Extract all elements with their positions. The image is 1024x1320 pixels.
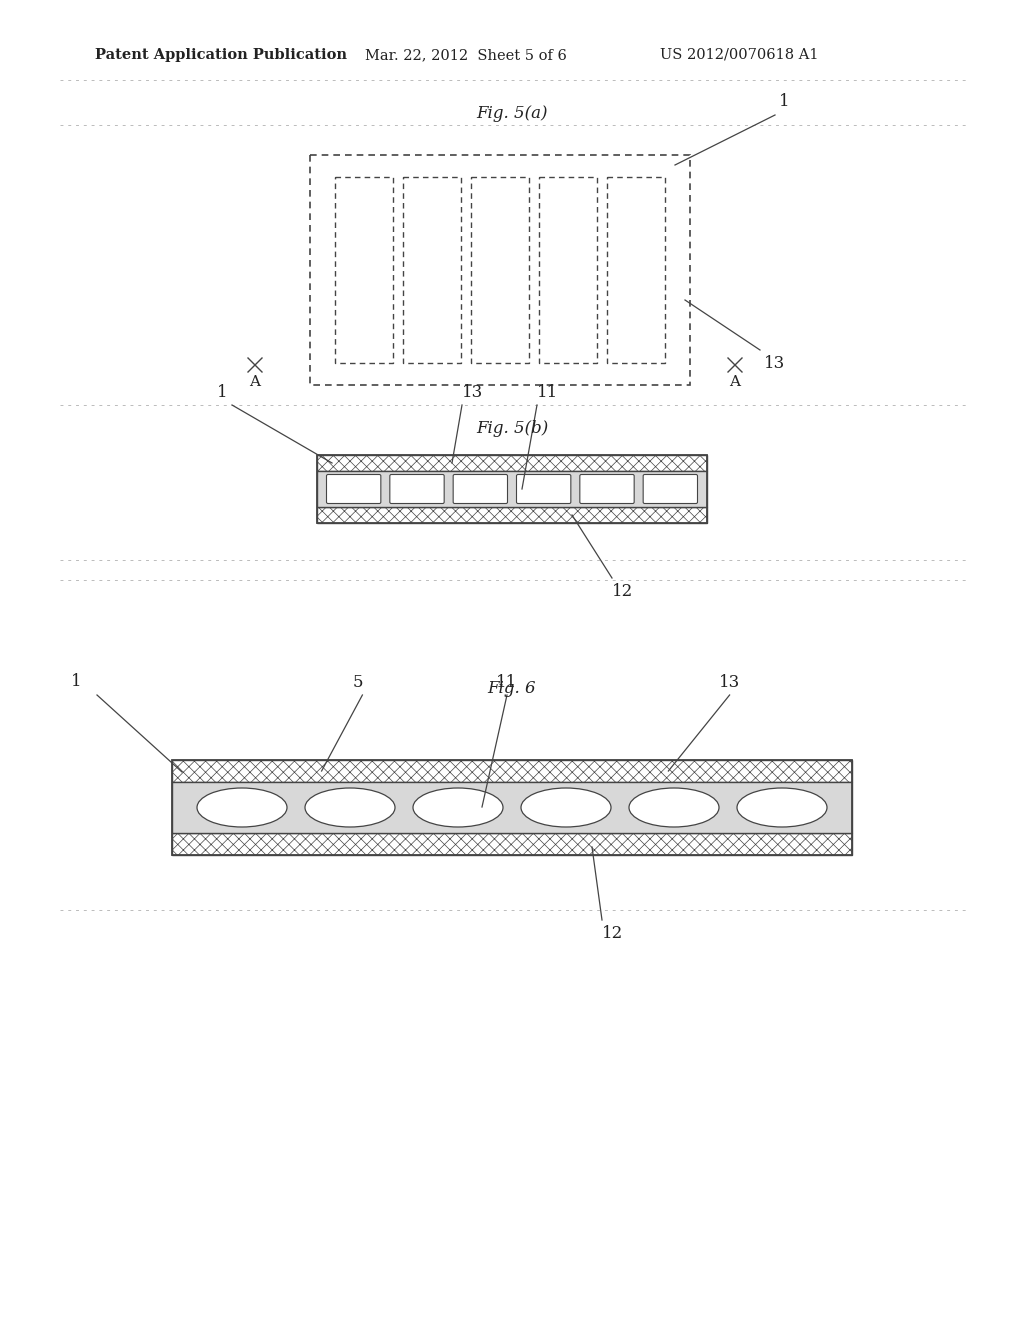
Text: 1: 1 — [217, 384, 227, 401]
Ellipse shape — [305, 788, 395, 828]
Bar — [310, 154, 690, 385]
Text: Patent Application Publication: Patent Application Publication — [95, 48, 347, 62]
FancyBboxPatch shape — [390, 474, 444, 503]
Bar — [172, 833, 852, 855]
Bar — [172, 760, 852, 855]
Ellipse shape — [413, 788, 503, 828]
Ellipse shape — [737, 788, 827, 828]
Text: 13: 13 — [462, 384, 483, 401]
Ellipse shape — [197, 788, 287, 828]
Text: Fig. 5(b): Fig. 5(b) — [476, 420, 548, 437]
Ellipse shape — [521, 788, 611, 828]
Text: 5: 5 — [352, 675, 362, 690]
Text: A: A — [250, 375, 260, 389]
FancyBboxPatch shape — [643, 474, 697, 503]
Text: Fig. 5(a): Fig. 5(a) — [476, 106, 548, 121]
Bar — [317, 471, 707, 507]
Text: 12: 12 — [612, 583, 633, 601]
Ellipse shape — [629, 788, 719, 828]
Bar — [172, 781, 852, 833]
Text: 1: 1 — [779, 92, 790, 110]
Bar — [317, 507, 707, 523]
Text: 1: 1 — [72, 673, 82, 690]
Text: 11: 11 — [537, 384, 558, 401]
Text: 13: 13 — [764, 355, 785, 372]
Bar — [607, 177, 665, 363]
Bar — [539, 177, 597, 363]
Bar — [317, 455, 707, 523]
FancyBboxPatch shape — [454, 474, 508, 503]
Text: 13: 13 — [719, 675, 740, 690]
FancyBboxPatch shape — [516, 474, 570, 503]
Text: 11: 11 — [497, 675, 517, 690]
Bar — [317, 455, 707, 471]
FancyBboxPatch shape — [327, 474, 381, 503]
FancyBboxPatch shape — [580, 474, 634, 503]
Text: 12: 12 — [602, 925, 624, 942]
Bar — [335, 177, 393, 363]
Bar — [403, 177, 461, 363]
Text: US 2012/0070618 A1: US 2012/0070618 A1 — [660, 48, 818, 62]
Bar — [471, 177, 529, 363]
Text: A: A — [729, 375, 740, 389]
Text: Fig. 6: Fig. 6 — [487, 680, 537, 697]
Text: Mar. 22, 2012  Sheet 5 of 6: Mar. 22, 2012 Sheet 5 of 6 — [365, 48, 567, 62]
Bar — [172, 760, 852, 781]
